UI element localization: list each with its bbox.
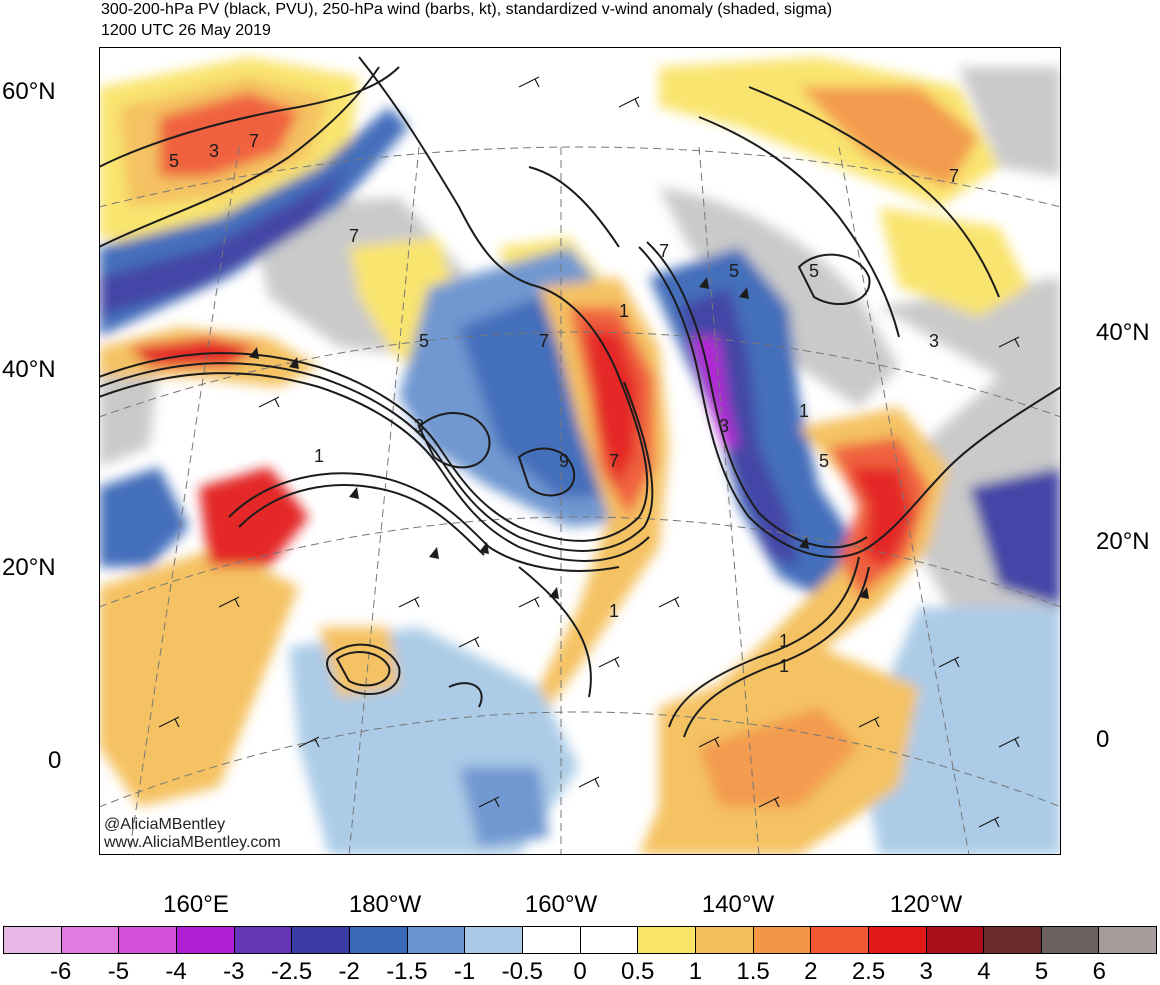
colorbar-swatch bbox=[119, 927, 177, 953]
colorbar-swatch bbox=[753, 927, 812, 953]
colorbar-swatch bbox=[1041, 927, 1100, 953]
author-credit: @AliciaMBentley www.AliciaMBentley.com bbox=[104, 816, 281, 852]
colorbar-label: 1.5 bbox=[736, 958, 770, 985]
pv-contour-label: 9 bbox=[559, 451, 569, 471]
colorbar-swatch bbox=[292, 927, 350, 953]
lat-label-left-20n: 20°N bbox=[2, 554, 56, 581]
colorbar-label: 2 bbox=[804, 958, 818, 985]
colorbar-swatch bbox=[868, 927, 927, 953]
colorbar-swatch bbox=[234, 927, 293, 953]
colorbar-label: -0.5 bbox=[501, 958, 543, 985]
v-wind-anomaly-shading bbox=[99, 57, 1061, 855]
colorbar-swatch bbox=[61, 927, 120, 953]
lon-label-140w: 140°W bbox=[701, 891, 775, 918]
pv-contour-label: 7 bbox=[659, 241, 669, 261]
lat-label-left-40n: 40°N bbox=[2, 356, 56, 383]
colorbar-swatch bbox=[1099, 927, 1157, 953]
colorbar-swatch bbox=[407, 927, 466, 953]
pv-contour-label: 5 bbox=[169, 151, 179, 171]
pv-contour-label: 1 bbox=[619, 301, 629, 321]
colorbar-label: -6 bbox=[50, 958, 72, 985]
colorbar-swatch bbox=[984, 927, 1042, 953]
pv-contour-label: 1 bbox=[779, 656, 789, 676]
pv-contours bbox=[99, 56, 1061, 738]
wind-barb-flags bbox=[249, 277, 869, 599]
colorbar-label: 4 bbox=[977, 958, 991, 985]
weather-map: 5 3 7 7 3 1 7 5 9 7 1 3 5 1 1 7 5 7 5 3 1 1 bbox=[99, 47, 1061, 855]
colorbar-label: -5 bbox=[107, 958, 130, 985]
pv-contour-label: 3 bbox=[209, 141, 219, 161]
pv-contour-label: 3 bbox=[414, 416, 424, 436]
lat-label-right-40n: 40°N bbox=[1096, 319, 1150, 346]
pv-contour-label: 7 bbox=[949, 166, 959, 186]
pv-contour-label: 3 bbox=[719, 416, 729, 436]
colorbar-label: -2.5 bbox=[270, 958, 313, 985]
colorbar-swatch bbox=[4, 927, 62, 953]
colorbar-label: 5 bbox=[1034, 958, 1049, 985]
pv-contour-label: 7 bbox=[609, 451, 619, 471]
colorbar-swatch bbox=[811, 927, 869, 953]
pv-contour-label: 1 bbox=[799, 401, 809, 421]
pv-contour-label: 7 bbox=[539, 331, 549, 351]
colorbar-label: -3 bbox=[223, 958, 245, 985]
colorbar-swatch bbox=[695, 927, 754, 953]
pv-contour-label: 5 bbox=[819, 451, 829, 471]
colorbar-swatch bbox=[638, 927, 696, 953]
lon-label-160w: 160°W bbox=[524, 891, 598, 918]
colorbar-label: 0.5 bbox=[621, 958, 655, 985]
colorbar-swatch bbox=[926, 927, 985, 953]
lon-label-120w: 120°W bbox=[889, 891, 963, 918]
lat-label-left-0: 0 bbox=[48, 747, 62, 774]
colorbar-label: 3 bbox=[919, 958, 933, 985]
colorbar-swatch bbox=[176, 927, 235, 953]
lat-label-left-60n: 60°N bbox=[2, 78, 56, 105]
pv-contour-label: 7 bbox=[249, 131, 259, 151]
colorbar-label: -4 bbox=[165, 958, 187, 985]
map-title: 300-200-hPa PV (black, PVU), 250-hPa win… bbox=[101, 1, 833, 18]
colorbar-label: 2.5 bbox=[851, 958, 886, 985]
pv-contour-label: 7 bbox=[349, 226, 359, 246]
colorbar-swatch bbox=[465, 927, 523, 953]
credit-website: www.AliciaMBentley.com bbox=[104, 834, 281, 851]
pv-contour-label: 1 bbox=[314, 446, 324, 466]
lat-label-right-20n: 20°N bbox=[1096, 528, 1150, 555]
colorbar-label: 0 bbox=[573, 958, 587, 985]
colorbar bbox=[3, 926, 1157, 954]
pv-contour-label: 5 bbox=[419, 331, 429, 351]
map-valid-time: 1200 UTC 26 May 2019 bbox=[101, 22, 271, 39]
colorbar-label: -2 bbox=[338, 958, 360, 985]
colorbar-label: 1 bbox=[688, 958, 703, 985]
colorbar-label: -1.5 bbox=[386, 958, 428, 985]
lon-label-180w: 180°W bbox=[348, 891, 422, 918]
lon-label-160e: 160°E bbox=[163, 891, 229, 918]
pv-contour-label: 1 bbox=[609, 601, 619, 621]
pv-contour-label: 5 bbox=[729, 261, 739, 281]
pv-contour-label: 3 bbox=[929, 331, 939, 351]
pv-contour-labels: 5 3 7 7 3 1 7 5 9 7 1 3 5 1 1 7 5 7 5 3 1 1 bbox=[169, 131, 959, 676]
colorbar-label: -1 bbox=[453, 958, 476, 985]
colorbar-swatch bbox=[580, 927, 639, 953]
colorbar-label: 6 bbox=[1092, 958, 1106, 985]
colorbar-swatch bbox=[522, 927, 581, 953]
pv-contour-label: 5 bbox=[809, 261, 819, 281]
lat-label-right-0: 0 bbox=[1096, 726, 1110, 753]
wind-barbs bbox=[158, 76, 1020, 828]
colorbar-swatch bbox=[349, 927, 408, 953]
pv-contour-label: 1 bbox=[779, 631, 789, 651]
credit-handle: @AliciaMBentley bbox=[104, 816, 226, 833]
